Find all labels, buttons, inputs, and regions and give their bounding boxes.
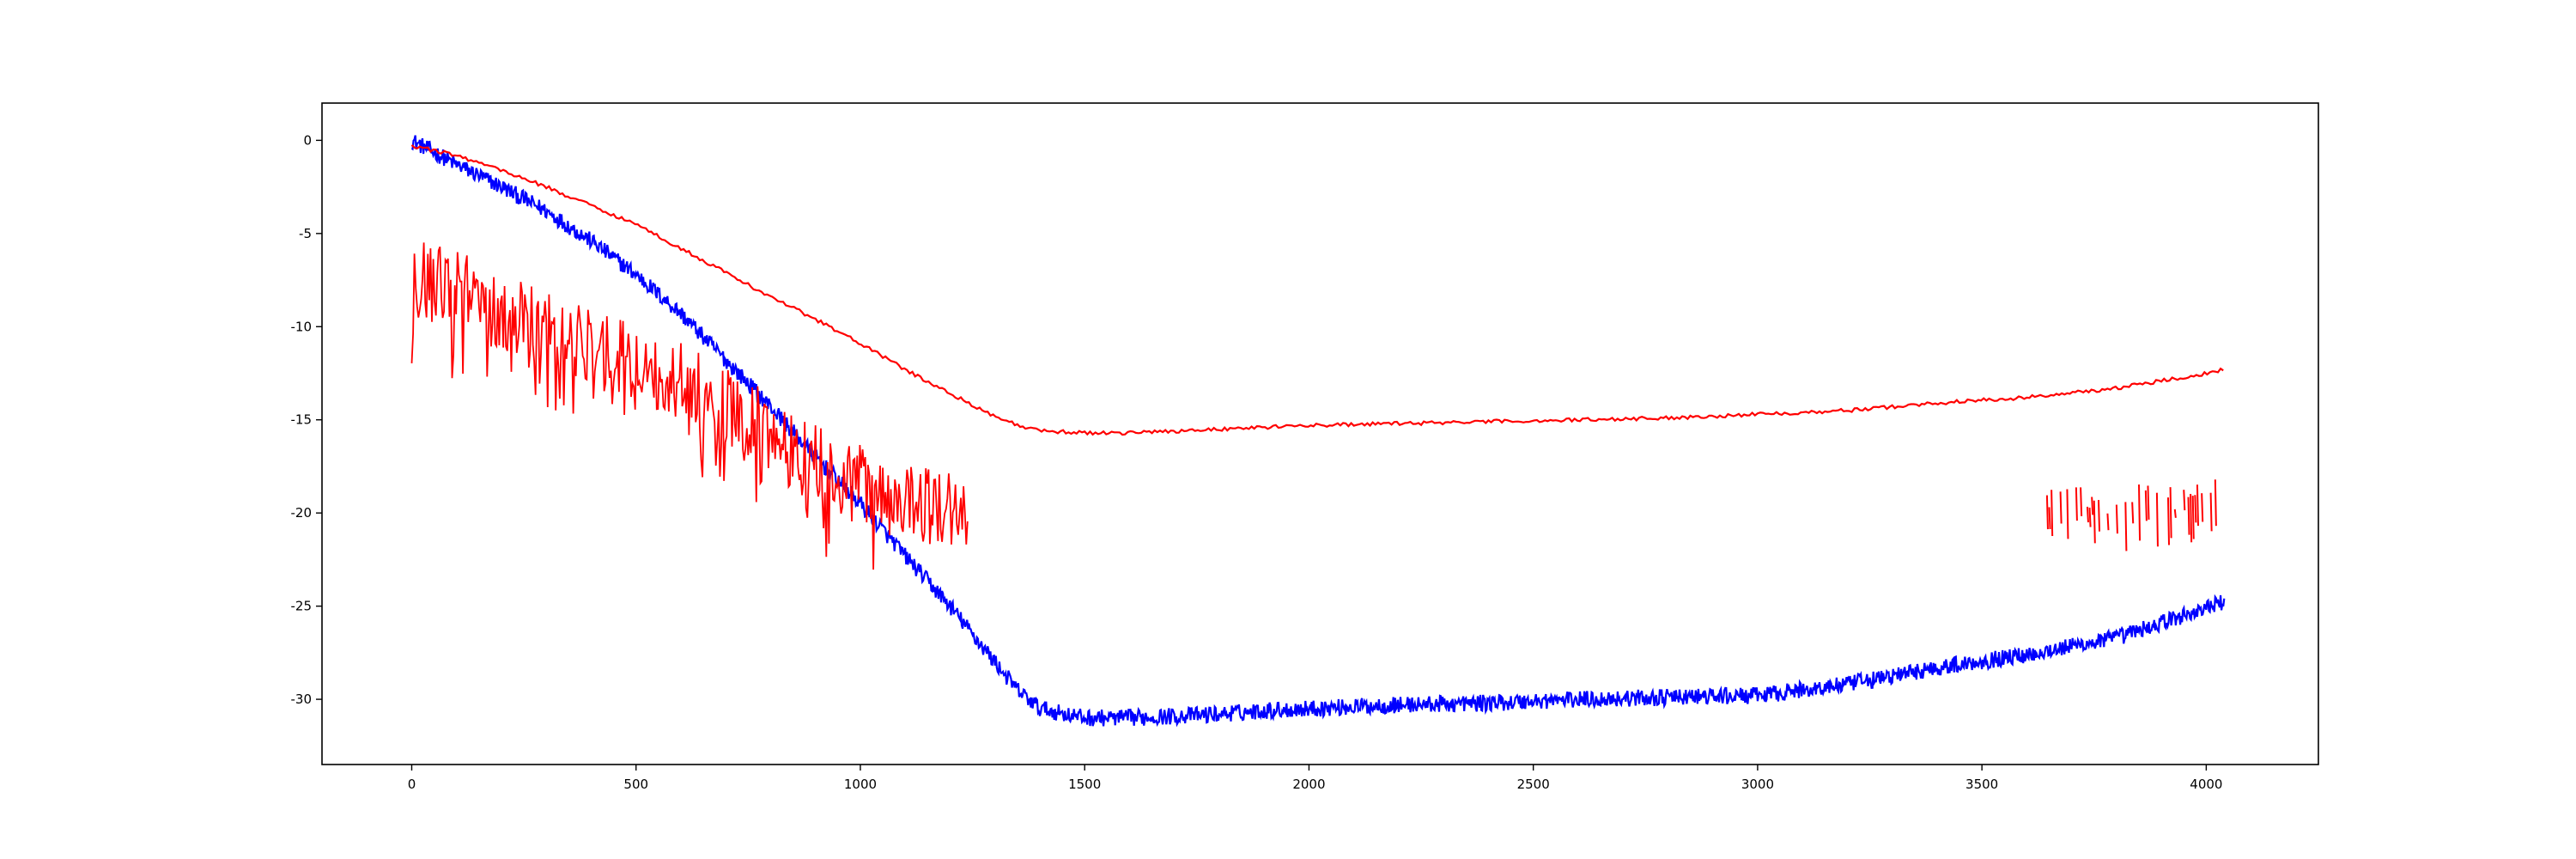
series-red-spiky-fragment [2050,490,2054,537]
series-red-spiky-fragment [2091,497,2094,515]
series-red-spiky-fragment [2124,502,2128,551]
series-red-spiky-fragment [2144,490,2148,521]
x-tick-label: 1500 [1068,777,1101,792]
series-red-spiky-fragment [2059,491,2063,524]
series-red-spiky-fragment [2214,479,2217,527]
series-red-spiky-fragment [2166,497,2171,545]
series-red-spiky-fragment [2075,487,2078,521]
series-red-spiky-fragment [2093,500,2096,544]
y-tick-label: -20 [291,505,313,521]
x-tick-label: 2500 [1517,777,1550,792]
series-red-spiky-fragment [2131,502,2135,524]
series-red-spiky-fragment [2086,506,2089,523]
x-tick-label: 2000 [1292,777,1325,792]
y-tick-label: -30 [291,691,313,707]
x-tick-label: 3000 [1741,777,1774,792]
series-red-spiky-fragment [2155,492,2159,547]
axes-layer: 0 500 1000 1500 2000 2500 3000 3500 4000 0 -5 -10 -1… [291,132,2223,792]
series-red-spiky-fragment [2187,497,2190,535]
x-tick-label: 0 [408,777,416,792]
y-tick-label: -10 [291,319,313,334]
series-red-spiky-fragment [2169,487,2172,539]
series-layer [410,135,2226,728]
series-red-spiky-fragment [2190,494,2193,543]
y-tick-label: -25 [291,599,313,614]
series-red-spiky-fragment [2173,509,2177,518]
x-tick-label: 1000 [844,777,877,792]
x-tick-label: 3500 [1965,777,1998,792]
y-tick-label: 0 [303,132,312,148]
series-red-spiky-fragment [2045,495,2049,530]
series-red-smooth-line [410,144,2224,436]
x-tick-label: 4000 [2190,777,2222,792]
x-tick-label: 500 [623,777,648,792]
series-red-spiky-fragment [2209,492,2213,532]
series-red-spiky-fragment [2106,513,2110,531]
series-red-spiky-fragment [2191,496,2195,539]
plot-area-frame [321,102,2319,765]
y-tick-label: -5 [299,226,312,241]
series-red-spiky-fragment [2138,484,2142,541]
series-red-spiky-line [410,242,969,570]
series-red-spiky-fragment [2196,484,2199,527]
series-red-spiky-fragment [2194,495,2197,523]
series-blue-line [410,135,2226,728]
series-red-spiky-fragment [2066,489,2069,539]
series-red-spiky-fragment [2088,507,2092,527]
y-tick-label: -15 [291,412,313,428]
